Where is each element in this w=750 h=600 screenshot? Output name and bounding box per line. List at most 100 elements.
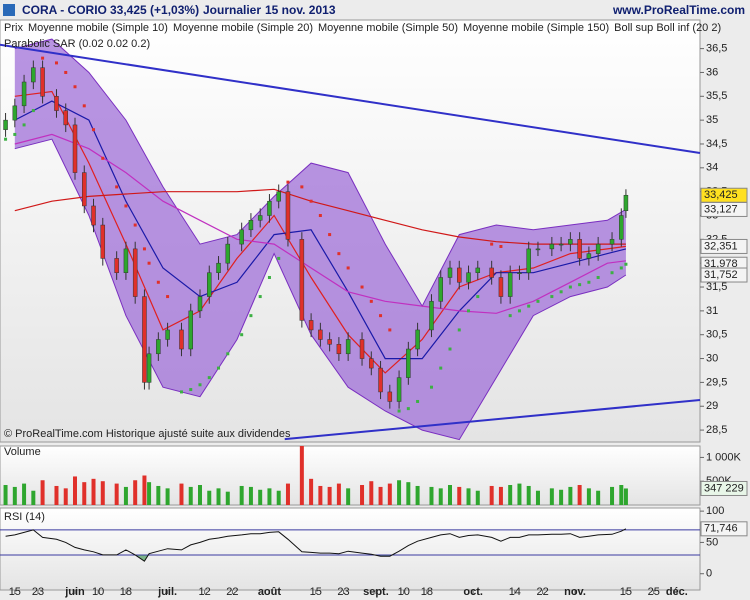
volume-bar bbox=[489, 485, 494, 505]
x-tick-label: août bbox=[258, 586, 282, 598]
candle-body bbox=[146, 353, 152, 383]
candle-body bbox=[82, 172, 87, 207]
volume-bar bbox=[586, 488, 591, 505]
volume-bar bbox=[318, 485, 323, 505]
sar-dot bbox=[64, 70, 68, 74]
y-tick-label: 31 bbox=[706, 305, 718, 317]
y-tick-label: 35 bbox=[706, 114, 718, 126]
sar-dot bbox=[124, 204, 128, 208]
candle-body bbox=[165, 329, 170, 340]
y-tick-label: 28,5 bbox=[706, 424, 727, 436]
x-tick-label: 15 bbox=[9, 586, 21, 598]
y-tick-label: 30,5 bbox=[706, 329, 727, 341]
sar-dot bbox=[388, 328, 392, 332]
volume-bar bbox=[429, 486, 434, 505]
sar-dot bbox=[568, 285, 572, 289]
volume-bar bbox=[40, 480, 45, 505]
moving-average bbox=[14, 100, 627, 360]
x-tick-label: 15 bbox=[620, 586, 632, 598]
candle-body bbox=[114, 258, 119, 273]
candle-body bbox=[447, 267, 453, 278]
volume-bar bbox=[619, 485, 624, 505]
candle-body bbox=[142, 296, 147, 383]
sar-dot bbox=[115, 185, 119, 189]
sar-dot bbox=[439, 366, 443, 370]
candle-body bbox=[179, 329, 184, 350]
note: © ProRealTime.com Historique ajusté suit… bbox=[4, 428, 291, 440]
moving-average bbox=[14, 90, 626, 374]
sar-dot bbox=[624, 262, 628, 266]
sar-dot bbox=[517, 309, 521, 313]
sar-dot bbox=[82, 104, 86, 108]
x-tick-label: 15 bbox=[310, 586, 322, 598]
x-tick-label: 22 bbox=[536, 586, 548, 598]
plot-group bbox=[3, 38, 629, 441]
last-value-label: 347 229 bbox=[704, 482, 744, 494]
legend-entry: Boll sup Boll inf (20 2) bbox=[614, 22, 721, 34]
last-value-box bbox=[700, 521, 748, 537]
volume-bar bbox=[415, 485, 420, 505]
site: www.ProRealTime.com bbox=[612, 3, 745, 17]
volume-bar bbox=[147, 482, 152, 505]
volume-bar bbox=[369, 481, 374, 505]
volume-title: Volume bbox=[4, 446, 41, 458]
candle-body bbox=[336, 343, 342, 355]
sar-dot bbox=[300, 185, 304, 189]
candle-body bbox=[517, 272, 522, 274]
sar-dot bbox=[142, 247, 146, 251]
volume-bar bbox=[207, 490, 212, 505]
sar-dot bbox=[101, 156, 105, 160]
volume-bar bbox=[309, 478, 314, 505]
sar-dot bbox=[536, 299, 540, 303]
volume-bar bbox=[179, 483, 184, 505]
x-tick-label: 10 bbox=[92, 586, 104, 598]
plot-group bbox=[3, 446, 628, 505]
candle-body bbox=[197, 296, 203, 312]
candle-body bbox=[466, 272, 471, 283]
volume-bar bbox=[285, 483, 290, 505]
logo bbox=[3, 4, 15, 16]
volume-bar bbox=[327, 486, 332, 505]
volume-bar bbox=[3, 485, 8, 505]
candle-body bbox=[276, 191, 281, 202]
volume-bar bbox=[378, 486, 383, 505]
candle-body bbox=[285, 191, 291, 240]
sar-dot bbox=[147, 261, 151, 265]
legend-entry: Prix bbox=[4, 22, 23, 34]
legend-entry: Moyenne mobile (Simple 20) bbox=[173, 22, 313, 34]
sar-dot bbox=[360, 285, 364, 289]
candle-body bbox=[549, 243, 555, 250]
x-tick-label: 18 bbox=[120, 586, 132, 598]
sar-dot bbox=[318, 214, 322, 218]
sar-dot bbox=[559, 290, 563, 294]
period: Journalier bbox=[203, 3, 261, 17]
volume-bar bbox=[63, 488, 68, 505]
candle-body bbox=[63, 110, 68, 126]
candle-body bbox=[123, 248, 129, 273]
candle-body bbox=[257, 215, 263, 221]
volume-bar bbox=[387, 483, 392, 505]
candle-body bbox=[457, 267, 462, 283]
last-value-label: 31,978 bbox=[704, 258, 738, 270]
sar-dot bbox=[337, 252, 341, 256]
legend-entry: Moyenne mobile (Simple 50) bbox=[318, 22, 458, 34]
sar-dot bbox=[207, 376, 211, 380]
volume-bar bbox=[610, 486, 615, 505]
candle-body bbox=[609, 239, 615, 245]
volume-bar bbox=[100, 481, 105, 505]
x-tick-label: 12 bbox=[199, 586, 211, 598]
volume-bar bbox=[406, 482, 411, 505]
volume-bar bbox=[397, 480, 402, 505]
sar-dot bbox=[476, 295, 480, 299]
sar-dot bbox=[309, 199, 313, 203]
sar-dot bbox=[226, 352, 230, 356]
rsi-panel bbox=[0, 507, 701, 591]
date: 15 nov. 2013 bbox=[265, 3, 336, 17]
trendline bbox=[0, 43, 701, 155]
candle-body bbox=[619, 215, 624, 240]
candle-body bbox=[188, 310, 193, 350]
sar-dot bbox=[619, 266, 623, 270]
candle-body bbox=[308, 320, 314, 331]
candle-body bbox=[429, 301, 434, 331]
